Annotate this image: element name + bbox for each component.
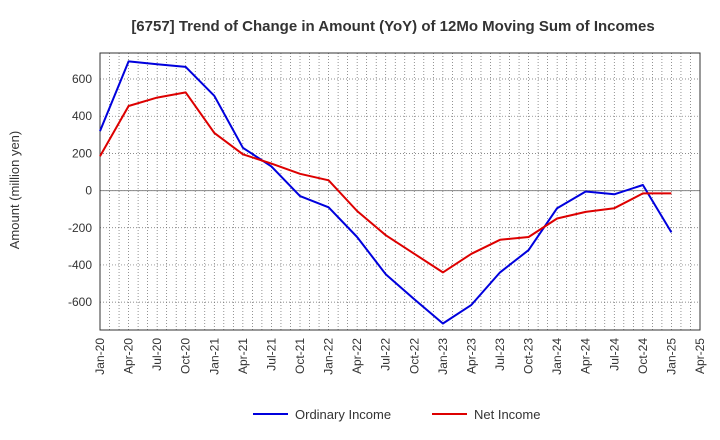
x-tick-label: Jan-21 <box>207 338 221 375</box>
x-tick-label: Oct-22 <box>407 338 421 374</box>
x-tick-label: Jan-22 <box>322 338 336 375</box>
legend-label-net-income: Net Income <box>474 407 540 422</box>
x-tick-label: Apr-20 <box>122 338 136 374</box>
x-tick-label: Apr-25 <box>693 338 707 374</box>
x-tick-label: Oct-23 <box>522 338 536 374</box>
x-tick-label: Jan-20 <box>93 338 107 375</box>
x-tick-label: Jan-24 <box>550 338 564 375</box>
x-tick-label: Jul-22 <box>379 338 393 371</box>
y-tick-label: 200 <box>72 146 92 160</box>
x-tick-label: Jan-25 <box>664 338 678 375</box>
x-tick-label: Apr-22 <box>350 338 364 374</box>
x-tick-label: Jul-24 <box>607 338 621 371</box>
series-layer <box>99 60 673 325</box>
chart-title: [6757] Trend of Change in Amount (YoY) o… <box>131 18 654 35</box>
x-tick-label: Apr-21 <box>236 338 250 374</box>
x-tick-labels: Jan-20 Apr-20 Jul-20 Oct-20 Jan-21 Apr-21 Jul-… <box>93 338 707 375</box>
x-tick-label: Oct-21 <box>293 338 307 374</box>
legend: Ordinary Income Net Income <box>253 407 540 422</box>
x-tick-label: Jul-20 <box>150 338 164 371</box>
y-tick-label: 400 <box>72 109 92 123</box>
y-tick-label: -200 <box>68 221 92 235</box>
series-line-net-income <box>99 91 672 274</box>
y-tick-label: 600 <box>72 72 92 86</box>
x-tick-label: Oct-24 <box>636 338 650 374</box>
plot-frame <box>99 52 701 331</box>
x-tick-label: Oct-20 <box>179 338 193 374</box>
grid-layer <box>99 52 701 331</box>
series-line-ordinary-income <box>99 60 673 325</box>
y-tick-labels: -600 -400 -200 0 200 400 600 <box>68 72 92 309</box>
legend-label-ordinary-income: Ordinary Income <box>295 407 391 422</box>
y-tick-label: 0 <box>85 184 92 198</box>
x-tick-label: Jul-23 <box>493 338 507 371</box>
x-tick-label: Apr-24 <box>579 338 593 374</box>
y-tick-label: -400 <box>68 258 92 272</box>
x-tick-label: Jan-23 <box>436 338 450 375</box>
y-axis-label: Amount (million yen) <box>7 131 22 250</box>
y-tick-label: -600 <box>68 295 92 309</box>
x-tick-label: Apr-23 <box>464 338 478 374</box>
x-tick-label: Jul-21 <box>264 338 278 371</box>
